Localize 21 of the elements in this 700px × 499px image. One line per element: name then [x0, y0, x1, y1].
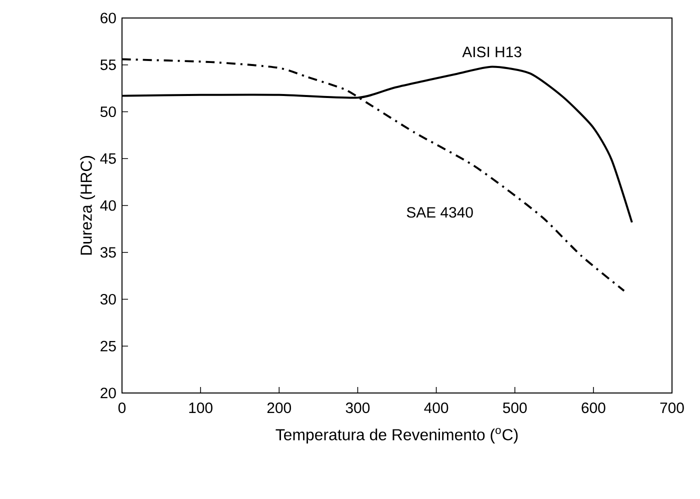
x-tick-label: 600 — [582, 402, 606, 414]
x-tick-label: 500 — [502, 402, 527, 414]
y-tick-label: 20 — [100, 388, 116, 398]
y-tick-label: 55 — [100, 60, 116, 70]
x-axis-title: Temperatura de Revenimento ($^{o}$C) — [276, 428, 518, 444]
x-tick-label: 100 — [189, 402, 212, 414]
series-label: AISI H13 — [462, 46, 522, 58]
y-tick-label: 60 — [100, 12, 116, 24]
y-tick-label: 25 — [100, 340, 116, 352]
y-tick-label: 35 — [100, 247, 116, 258]
x-tick-label: 400 — [424, 402, 448, 414]
y-tick-label: 45 — [100, 153, 116, 164]
y-tick-label: 40 — [100, 200, 116, 211]
x-tick-label: 0 — [118, 402, 126, 414]
x-tick-label: 200 — [267, 402, 292, 414]
x-tick-label: 300 — [346, 402, 370, 414]
y-tick-label: 30 — [100, 294, 116, 305]
text: SAE 4340 — [406, 207, 473, 218]
y-tick-label: 50 — [100, 106, 116, 118]
x-tick-label: 700 — [660, 402, 684, 414]
y-axis-title: Dureza (HRC) — [80, 156, 96, 255]
